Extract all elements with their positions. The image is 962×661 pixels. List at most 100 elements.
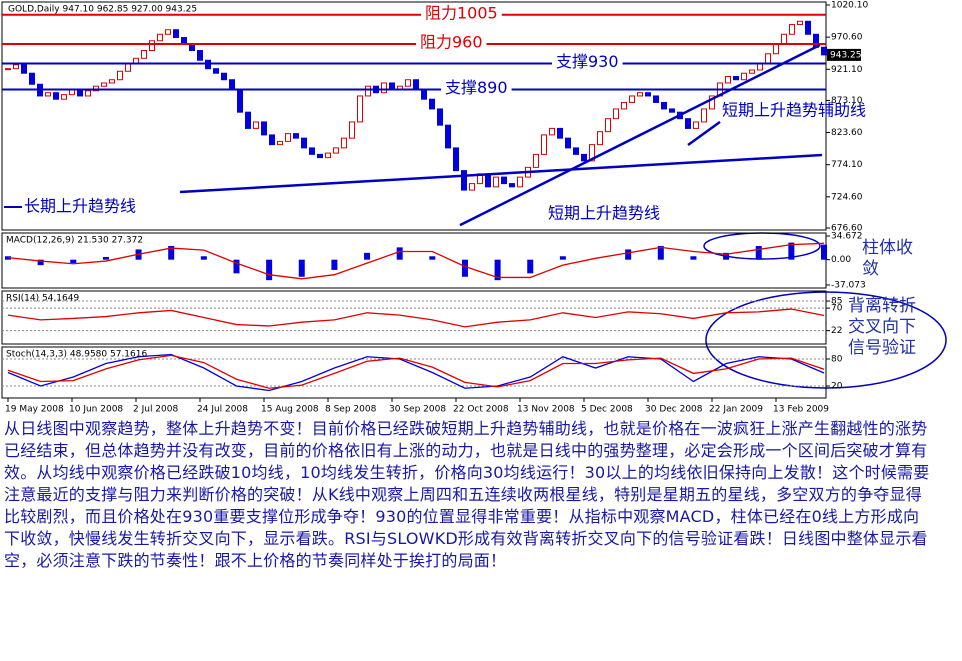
trendline — [459, 43, 821, 227]
candle — [405, 79, 411, 87]
candle — [501, 176, 507, 185]
candle — [733, 75, 739, 81]
candle — [597, 131, 603, 146]
candle — [765, 53, 771, 64]
candle — [141, 50, 147, 59]
candle — [165, 29, 171, 35]
y-tick-label: 34.672 — [831, 232, 863, 242]
annotation: 柱体收敛 — [862, 238, 913, 279]
candle — [61, 94, 67, 100]
y-tick-label: 970.60 — [831, 33, 863, 43]
y-tick-label: 774.10 — [831, 160, 863, 170]
candle — [237, 88, 243, 113]
candle — [693, 121, 699, 129]
y-tick-label: 80 — [831, 355, 843, 365]
histogram-bar — [559, 256, 566, 260]
histogram-bar — [102, 256, 109, 260]
x-tick-label: 2 Jul 2008 — [133, 405, 178, 415]
x-tick-label: 22 Jan 2009 — [709, 405, 763, 415]
candle — [45, 92, 51, 97]
level-label: 支撑930 — [556, 52, 619, 71]
panel-frame — [1, 290, 827, 345]
candle — [605, 118, 611, 133]
histogram-bar — [527, 259, 534, 274]
candle — [285, 133, 291, 142]
chart-title: GOLD,Daily 947.10 962.85 927.00 943.25 — [8, 5, 197, 15]
histogram-bar — [429, 256, 436, 260]
panel-title: RSI(14) 54.1649 — [6, 294, 79, 304]
trendline-label: 短期上升趋势线 — [548, 204, 660, 223]
candle — [149, 40, 155, 52]
candle — [381, 82, 387, 94]
histogram-bar — [37, 259, 44, 266]
candle — [581, 153, 587, 162]
histogram-bar — [788, 242, 795, 260]
level-label: 阻力1005 — [425, 3, 498, 22]
candle — [173, 29, 179, 39]
y-tick-label: 70 — [831, 304, 843, 314]
x-tick-label: 8 Sep 2008 — [325, 405, 377, 415]
candle — [29, 72, 35, 85]
candle — [125, 62, 131, 72]
candle — [661, 101, 667, 110]
candle — [245, 111, 251, 129]
candle — [253, 121, 259, 129]
candle — [229, 79, 235, 90]
candle — [781, 33, 787, 45]
histogram-bar — [364, 252, 371, 260]
candle — [573, 147, 579, 155]
candle — [517, 176, 523, 188]
candle — [509, 183, 515, 188]
histogram-bar — [461, 259, 468, 277]
candle — [197, 50, 203, 61]
candle — [13, 64, 19, 70]
histogram-bar — [233, 259, 240, 274]
indicator-line — [7, 242, 825, 280]
histogram-bar — [821, 244, 827, 260]
panel-frame — [1, 346, 827, 399]
last-price-label: 943.25 — [830, 50, 862, 60]
x-tick-label: 22 Oct 2008 — [453, 405, 509, 415]
candle — [109, 79, 115, 84]
annotation: 背离转折交叉向下信号验证 — [848, 296, 916, 358]
candle — [541, 134, 547, 155]
candle — [365, 85, 371, 97]
candle — [533, 153, 539, 168]
candle — [117, 70, 123, 81]
candle — [277, 140, 283, 146]
x-tick-label: 24 Jul 2008 — [197, 405, 248, 415]
candle — [461, 170, 467, 191]
candle — [789, 24, 795, 35]
candle — [797, 20, 803, 26]
candle — [445, 124, 451, 149]
x-tick-label: 13 Feb 2009 — [773, 405, 829, 415]
histogram-bar — [723, 252, 730, 260]
candle — [101, 82, 107, 87]
y-tick-label: 0.00 — [831, 255, 851, 265]
candle — [309, 147, 315, 155]
candle — [741, 72, 747, 81]
histogram-bar — [331, 259, 338, 270]
candle — [701, 108, 707, 123]
candle — [357, 95, 363, 123]
chart: GOLD,Daily 947.10 962.85 927.00 943.25 1… — [1, 1, 947, 415]
indicator-line — [7, 308, 825, 328]
candle — [805, 20, 811, 35]
candle — [317, 153, 323, 159]
candle — [557, 127, 563, 139]
y-tick-label: 676.60 — [831, 224, 863, 234]
candle — [589, 144, 595, 162]
last-price-box — [827, 48, 861, 61]
candle — [349, 121, 355, 139]
x-tick-label: 10 Jun 2008 — [69, 405, 123, 415]
level-label: 阻力960 — [420, 33, 483, 52]
histogram-bar — [690, 256, 697, 260]
candle — [157, 33, 163, 42]
candle — [333, 147, 339, 154]
histogram-bar — [657, 246, 664, 260]
histogram-bar — [625, 249, 632, 260]
candle — [549, 127, 555, 136]
y-tick-label: 921.10 — [831, 65, 863, 75]
x-tick-label: 30 Dec 2008 — [645, 405, 703, 415]
candle — [213, 68, 219, 74]
